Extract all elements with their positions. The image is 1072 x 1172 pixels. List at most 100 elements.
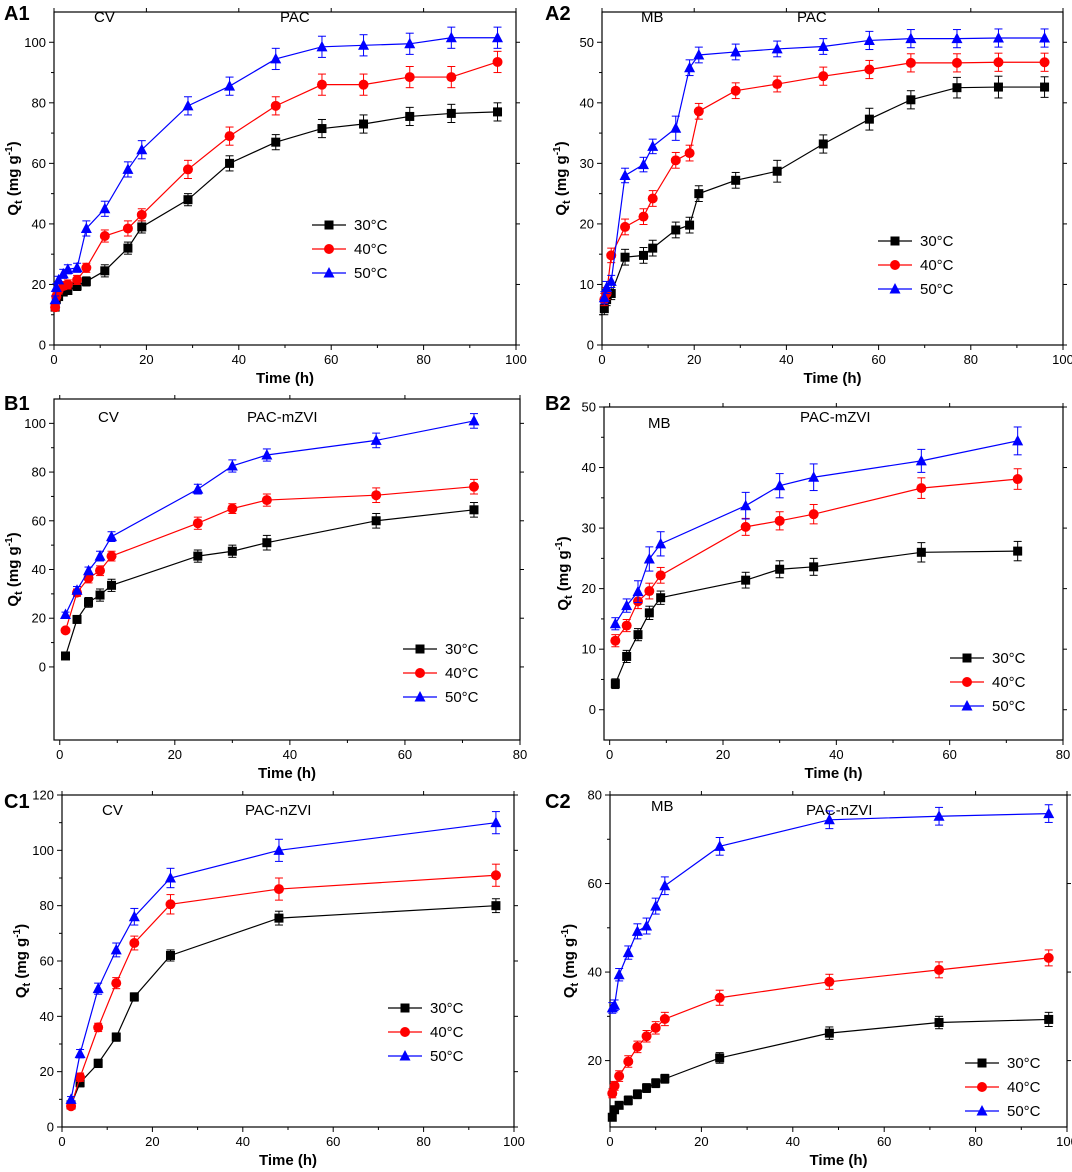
data-point (227, 503, 238, 514)
data-point (631, 925, 643, 936)
data-point (772, 79, 783, 90)
data-point (72, 281, 82, 291)
data-point (224, 131, 235, 142)
data-point (818, 139, 828, 149)
data-point (270, 100, 281, 111)
legend-marker (323, 267, 335, 278)
data-point (623, 1095, 633, 1105)
x-tick-label: 60 (942, 747, 956, 762)
legend-marker (400, 1003, 410, 1013)
y-tick-label: 40 (582, 460, 596, 475)
data-point (271, 137, 281, 147)
adsorbent-label: PAC-mZVI (247, 409, 318, 426)
data-point (916, 547, 926, 557)
data-point (192, 518, 203, 529)
panel-c1: 0 20 40 60 80 100 0 20 40 60 80 100 120 Time (h) Qt (m… (4, 788, 525, 1170)
data-point (490, 816, 502, 828)
data-point (740, 499, 752, 511)
x-tick-label: 60 (871, 352, 885, 367)
series-square (610, 540, 1023, 690)
panel-b1: 0 20 40 60 80 0 20 40 60 80 100 Time (h) Qt (mg g-1)… (4, 393, 527, 782)
data-point (1040, 82, 1050, 92)
legend-label: 30°C (920, 233, 954, 250)
data-point (621, 620, 632, 631)
data-point (1013, 546, 1023, 556)
x-axis-title: Time (h) (809, 1152, 867, 1169)
data-point (684, 61, 696, 73)
data-point (94, 550, 106, 561)
y-axis-title-units: (mg g (553, 155, 570, 200)
y-tick-label: 100 (24, 35, 46, 50)
data-point (817, 40, 829, 52)
data-point (632, 1089, 642, 1099)
data-point (609, 999, 621, 1010)
legend-label: 50°C (992, 698, 1026, 715)
y-tick-label: 60 (32, 156, 46, 171)
series-square (607, 1011, 1054, 1122)
data-point (864, 114, 874, 124)
data-point (605, 275, 617, 286)
y-tick-label: 100 (24, 416, 46, 431)
data-point (262, 538, 272, 548)
series-triangle (609, 426, 1024, 631)
legend-label: 50°C (354, 265, 388, 282)
data-point (493, 107, 503, 117)
y-axis-title-main: Q (5, 204, 22, 216)
data-point (225, 158, 235, 168)
y-axis-title-units: (mg g (555, 550, 572, 595)
x-tick-label: 0 (50, 352, 57, 367)
data-point (468, 481, 479, 492)
data-point (404, 37, 416, 49)
data-point (492, 56, 503, 67)
data-point (864, 64, 875, 75)
y-axis-title-main: Q (5, 595, 22, 607)
data-point (644, 586, 655, 597)
data-point (100, 266, 110, 276)
data-point (934, 1018, 944, 1028)
panel-b2: 0 20 40 60 80 0 10 20 30 40 50 Time (h) Qt (mg g-1) B… (545, 393, 1070, 782)
plot-frame (61, 794, 515, 1128)
legend-label: 40°C (1007, 1079, 1041, 1096)
panel-label: A2 (545, 3, 571, 25)
y-axis-title-exp: -1 (552, 146, 563, 155)
data-point (741, 575, 751, 585)
x-tick-label: 80 (968, 1134, 982, 1149)
data-point (192, 483, 204, 494)
data-point (62, 263, 74, 274)
x-tick-label: 20 (145, 1134, 159, 1149)
data-point (643, 552, 655, 564)
legend-marker (977, 1082, 987, 1092)
data-point (610, 635, 621, 646)
data-point (182, 164, 193, 175)
x-tick-label: 80 (513, 747, 527, 762)
y-tick-label: 80 (588, 788, 602, 803)
series-line (54, 61, 498, 308)
legend-marker (415, 644, 425, 654)
data-point (61, 651, 71, 661)
y-tick-label: 40 (588, 965, 602, 980)
y-axis-title-close: ) (555, 536, 572, 541)
data-point (111, 1032, 121, 1042)
legend-marker (415, 668, 425, 678)
data-point (261, 495, 272, 506)
data-point (863, 34, 875, 45)
series-circle (610, 468, 1023, 648)
data-point (659, 1013, 670, 1024)
y-axis-title-close: ) (5, 532, 22, 537)
data-point (95, 565, 106, 576)
data-point (623, 1056, 634, 1067)
x-tick-label: 40 (232, 352, 246, 367)
y-tick-label: 60 (40, 954, 54, 969)
series-line (611, 812, 1049, 1009)
y-tick-label: 20 (580, 216, 594, 231)
series-line (614, 440, 1018, 625)
data-point (123, 243, 133, 253)
y-axis-title-units: (mg g (5, 155, 22, 200)
panel-label: B1 (4, 393, 30, 415)
data-point (632, 585, 644, 597)
legend-marker (414, 691, 426, 702)
y-tick-label: 60 (32, 513, 46, 528)
data-point (183, 195, 193, 205)
data-point (601, 281, 613, 292)
data-point (599, 304, 609, 314)
